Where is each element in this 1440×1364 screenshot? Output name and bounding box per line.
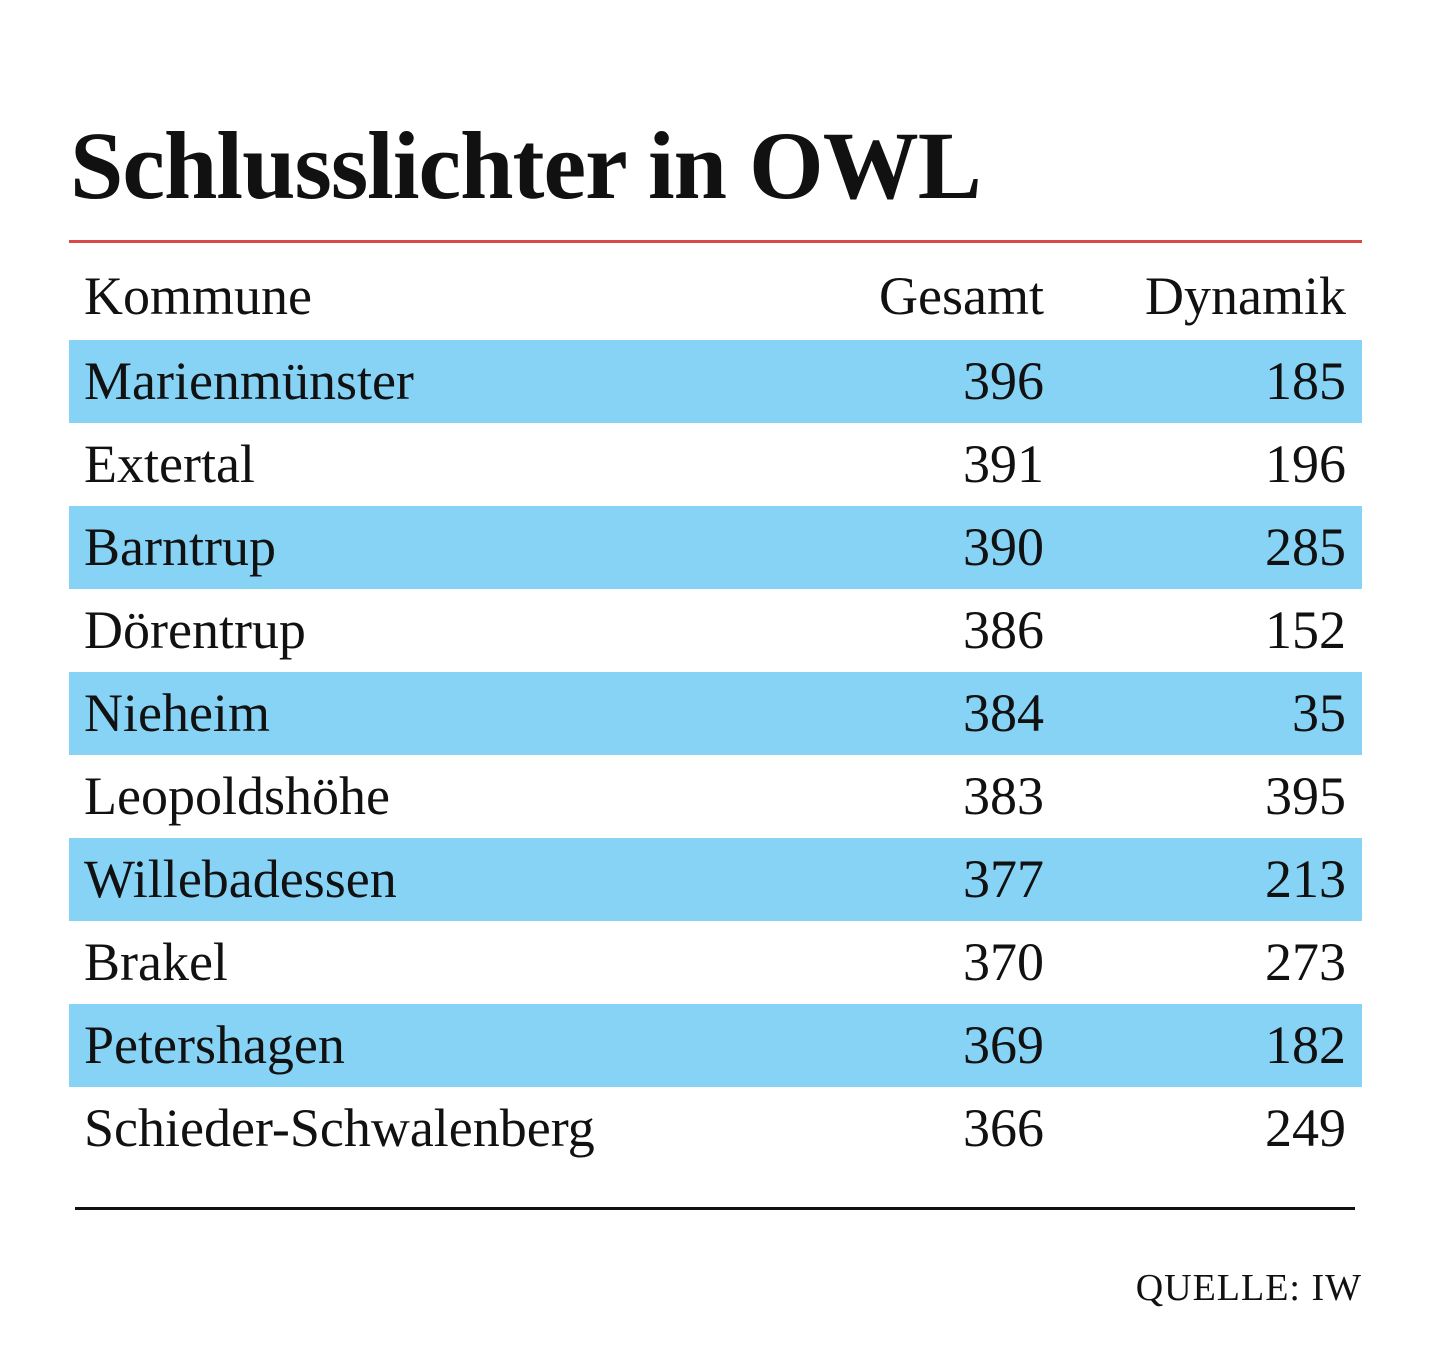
cell-dynamik: 185: [1265, 350, 1346, 411]
table-row: Dörentrup 386 152: [69, 589, 1362, 672]
cell-kommune: Barntrup: [84, 516, 276, 577]
column-header-kommune: Kommune: [84, 265, 312, 326]
table-row: Petershagen 369 182: [69, 1004, 1362, 1087]
table-row: Marienmünster 396 185: [69, 340, 1362, 423]
cell-kommune: Leopoldshöhe: [84, 765, 390, 826]
bottom-divider: [75, 1207, 1355, 1210]
cell-dynamik: 182: [1265, 1014, 1346, 1075]
cell-gesamt: 366: [963, 1097, 1044, 1158]
cell-kommune: Schieder-Schwalenberg: [84, 1097, 595, 1158]
ranking-table: Kommune Gesamt Dynamik Marienmünster 396 1…: [69, 253, 1362, 1170]
cell-dynamik: 249: [1265, 1097, 1346, 1158]
cell-dynamik: 273: [1265, 931, 1346, 992]
cell-gesamt: 377: [963, 848, 1044, 909]
table-body: Marienmünster 396 185 Extertal 391 196 Barntru…: [69, 340, 1362, 1170]
title-divider: [69, 240, 1362, 243]
table-row: Brakel 370 273: [69, 921, 1362, 1004]
table-row: Schieder-Schwalenberg 366 249: [69, 1087, 1362, 1170]
chart-title: Schlusslichter in OWL: [70, 112, 982, 219]
column-header-gesamt: Gesamt: [879, 265, 1044, 326]
cell-dynamik: 35: [1292, 682, 1346, 743]
cell-dynamik: 152: [1265, 599, 1346, 660]
cell-gesamt: 370: [963, 931, 1044, 992]
table-row: Willebadessen 377 213: [69, 838, 1362, 921]
table-row: Barntrup 390 285: [69, 506, 1362, 589]
table-header: Kommune Gesamt Dynamik: [69, 253, 1362, 340]
cell-gesamt: 390: [963, 516, 1044, 577]
cell-kommune: Nieheim: [84, 682, 270, 743]
cell-kommune: Dörentrup: [84, 599, 306, 660]
cell-kommune: Willebadessen: [84, 848, 397, 909]
cell-gesamt: 391: [963, 433, 1044, 494]
cell-dynamik: 196: [1265, 433, 1346, 494]
cell-gesamt: 396: [963, 350, 1044, 411]
cell-dynamik: 285: [1265, 516, 1346, 577]
cell-kommune: Brakel: [84, 931, 228, 992]
cell-dynamik: 395: [1265, 765, 1346, 826]
cell-kommune: Extertal: [84, 433, 255, 494]
cell-kommune: Petershagen: [84, 1014, 345, 1075]
table-row: Leopoldshöhe 383 395: [69, 755, 1362, 838]
source-note: QUELLE: IW: [1135, 1267, 1362, 1309]
cell-gesamt: 386: [963, 599, 1044, 660]
cell-gesamt: 384: [963, 682, 1044, 743]
table-row: Extertal 391 196: [69, 423, 1362, 506]
column-header-dynamik: Dynamik: [1145, 265, 1346, 326]
cell-gesamt: 369: [963, 1014, 1044, 1075]
cell-dynamik: 213: [1265, 848, 1346, 909]
cell-gesamt: 383: [963, 765, 1044, 826]
cell-kommune: Marienmünster: [84, 350, 414, 411]
table-row: Nieheim 384 35: [69, 672, 1362, 755]
